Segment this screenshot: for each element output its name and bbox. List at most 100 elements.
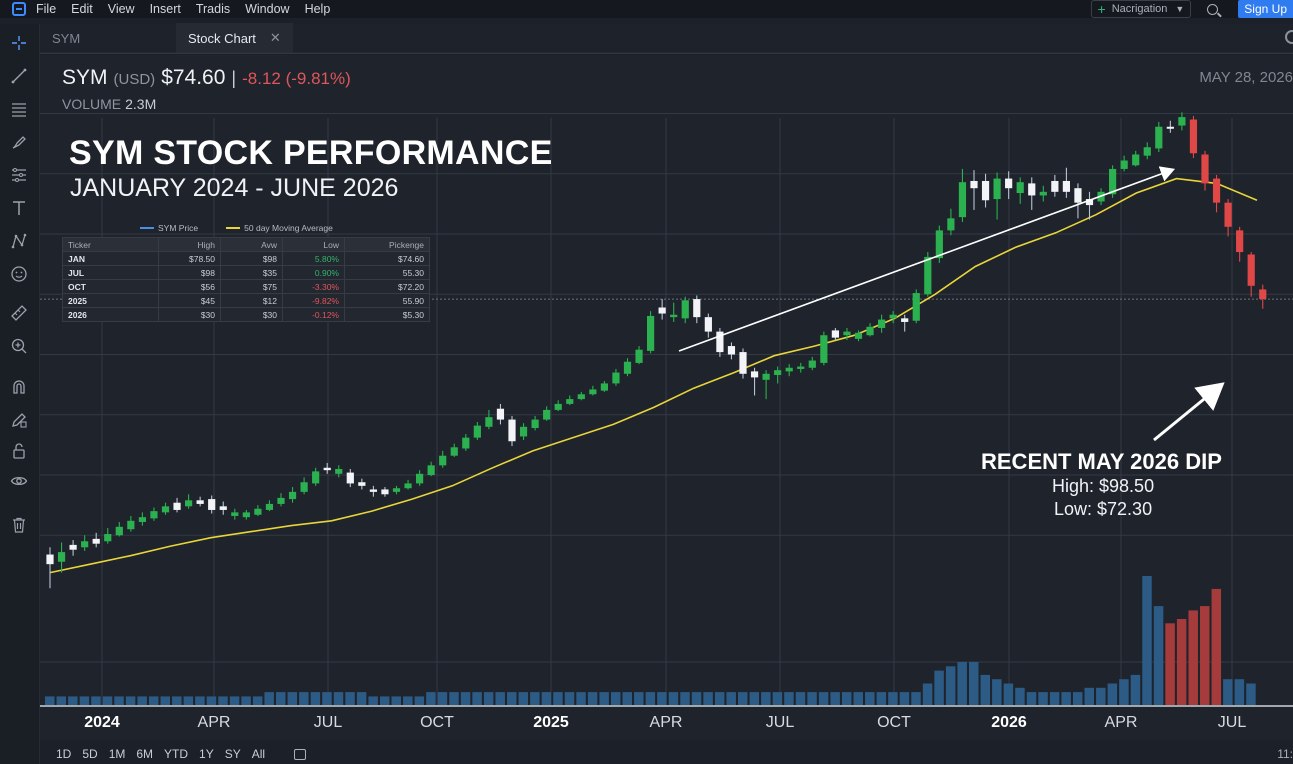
volume-bar [68,696,78,705]
volume-bar [784,692,794,705]
volume-bar [622,692,632,705]
candle-body [774,370,782,375]
tab-sym[interactable]: SYM [40,23,176,53]
volume-bar [853,692,863,705]
menu-window[interactable]: Window [245,2,290,16]
candle-body [543,409,551,420]
lock-icon[interactable] [8,440,30,462]
search-icon[interactable] [1207,3,1219,15]
ruler-icon[interactable] [8,302,30,324]
table-cell: $56 [158,279,221,294]
trash-icon[interactable] [8,514,30,536]
candle-body [912,293,920,321]
volume-bar [403,696,413,705]
volume-bar [691,692,702,705]
candle-body [185,500,193,507]
menu-bar: File Edit View Insert Tradis Window Help… [0,0,1293,18]
volume-bar [1003,683,1014,705]
candle-body [416,473,424,484]
horizontal-lines-icon[interactable] [8,98,30,120]
volume-bar [56,696,67,705]
gear-icon[interactable] [1285,30,1293,44]
dip-annotation-high: High: $98.50 [1052,476,1155,496]
eye-icon[interactable] [8,470,30,492]
stats-table: Ticker High Avw Low Pickenge JAN $78.50 … [62,237,430,322]
candle-body [693,299,701,318]
menu-insert[interactable]: Insert [149,2,181,16]
app-logo-icon[interactable] [12,2,26,16]
candle-body [554,403,562,410]
candle-body [1109,168,1117,195]
x-axis-label: 2026 [991,714,1027,731]
volume-bar [241,696,251,705]
volume-bar [772,692,783,705]
sign-up-button[interactable]: Sign Up [1238,0,1293,18]
table-cell: $12 [220,293,283,308]
menu-view[interactable]: View [107,2,135,16]
range-1y-button[interactable]: 1Y [199,747,214,761]
candle-body [231,512,239,516]
candle-body [1178,117,1186,126]
candle-body [288,491,297,500]
candle-body [277,497,285,504]
text-tool-icon[interactable] [8,197,30,219]
table-cell: $30 [220,307,283,322]
range-1m-button[interactable]: 1M [108,747,126,761]
brush-icon[interactable] [8,131,30,153]
chart-legend: SYM Price 50 day Moving Average [140,223,361,233]
range-1d-button[interactable]: 1D [56,747,72,761]
volume-bar [1223,679,1233,705]
table-cell: $74.60 [344,251,430,266]
table-cell: -9.82% [282,293,345,308]
candle-body [1120,160,1128,169]
candle-body [785,367,793,372]
table-header: Pickenge [344,237,430,252]
zoom-in-icon[interactable] [8,335,30,357]
trend-line-icon[interactable] [8,65,30,87]
volume-bar [1072,692,1083,705]
range-6m-button[interactable]: 6M [136,747,154,761]
candle-body [1189,119,1198,154]
range-5d-button[interactable]: 5D [82,747,98,761]
volume-bar [645,692,656,705]
candle-body [1247,254,1255,286]
menu-file[interactable]: File [36,2,57,16]
menu-edit[interactable]: Edit [71,2,93,16]
navigation-select[interactable]: + Nacrigation ▼ [1090,0,1192,18]
volume-bar [1176,619,1187,705]
calendar-icon[interactable] [294,748,307,760]
volume-bar [992,679,1002,705]
chart-title: SYM STOCK PERFORMANCE [69,134,553,172]
crosshair-icon[interactable] [8,32,30,54]
volume-bar [714,692,725,705]
pencil-lock-icon[interactable] [8,409,30,431]
candle-body [762,373,770,380]
candle-body [57,552,66,562]
range-sy-button[interactable]: SY [224,747,241,761]
volume-bar [911,692,921,705]
table-cell: 55.90 [344,293,430,308]
emoji-icon[interactable] [8,263,30,285]
x-axis-label: 2024 [84,714,120,731]
volume-bar [172,696,182,705]
tab-stock-chart-label: Stock Chart [188,30,256,46]
fib-levels-icon[interactable] [8,164,30,186]
range-all-button[interactable]: All [251,747,266,761]
candle-body [150,511,158,519]
pattern-tool-icon[interactable] [8,230,30,252]
volume-bar [1084,687,1094,705]
close-icon[interactable]: ✕ [269,30,281,45]
menu-help[interactable]: Help [304,2,331,16]
candle-body [1039,191,1047,196]
volume-bar [969,662,979,705]
candle-body [566,399,574,404]
volume-bar [195,696,205,705]
range-ytd-button[interactable]: YTD [164,747,189,761]
candle-body [127,520,135,530]
tab-stock-chart[interactable]: Stock Chart ✕ [176,23,293,53]
candle-body [312,471,320,484]
candle-body [600,383,608,391]
magnet-icon[interactable] [8,376,30,398]
menu-tradis[interactable]: Tradis [195,2,231,16]
